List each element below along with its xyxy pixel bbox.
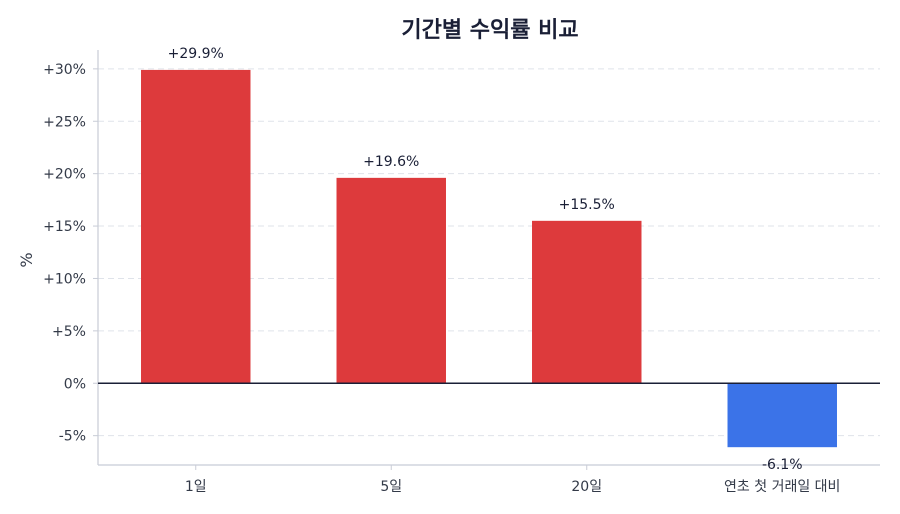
data-label: +15.5% <box>559 197 615 213</box>
chart-title: 기간별 수익률 비교 <box>401 18 578 43</box>
y-tick-label: +5% <box>52 324 86 340</box>
y-tick-label: 0% <box>64 376 86 392</box>
y-tick-label: +30% <box>43 62 86 78</box>
y-tick-label: +20% <box>43 167 86 183</box>
bar-3 <box>532 220 642 384</box>
y-tick-label: +25% <box>43 114 86 130</box>
x-tick-label: 20일 <box>571 479 602 495</box>
bars <box>141 69 837 448</box>
data-label: +29.9% <box>168 46 224 62</box>
x-tick-labels: 1일 5일 20일 연초 첫 거래일 대비 <box>185 465 840 495</box>
y-tick-label: -5% <box>59 429 86 445</box>
bar-4 <box>727 383 837 448</box>
x-tick-label: 1일 <box>185 479 207 495</box>
data-label: -6.1% <box>762 457 803 473</box>
y-tick-labels: -5% 0% +5% +10% +15% +20% +25% +30% <box>43 62 98 445</box>
x-tick-label: 연초 첫 거래일 대비 <box>724 479 840 495</box>
data-label: +19.6% <box>363 154 419 170</box>
y-axis-label: % <box>17 252 36 267</box>
y-tick-label: +10% <box>43 271 86 287</box>
bar-2 <box>336 177 446 384</box>
axes <box>97 50 880 466</box>
bar-1 <box>141 69 251 384</box>
x-tick-label: 5일 <box>380 479 402 495</box>
data-labels: +29.9% +19.6% +15.5% -6.1% <box>168 46 803 473</box>
y-tick-label: +15% <box>43 219 86 235</box>
